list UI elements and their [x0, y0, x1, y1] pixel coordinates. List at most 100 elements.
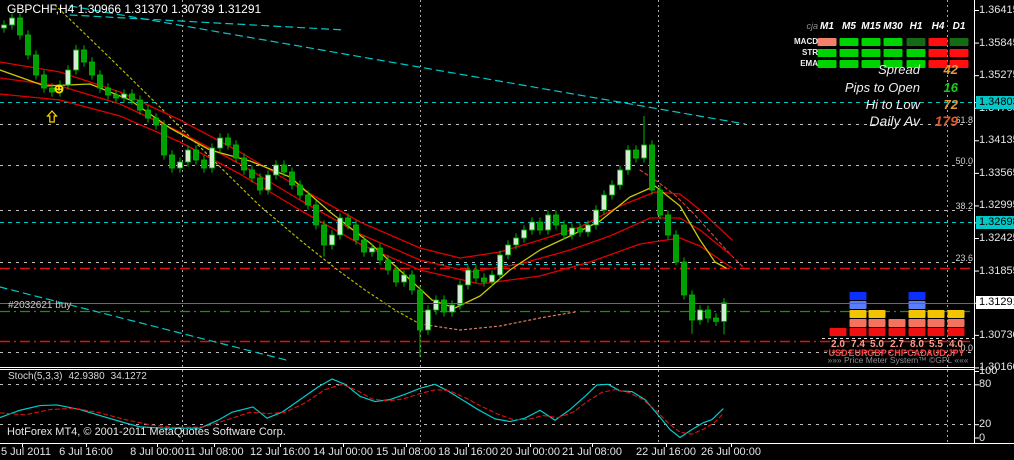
fib-level-label: 0.0 — [960, 342, 973, 353]
order-label: #2032621 buy — [8, 300, 72, 311]
signal-cell-ema-m1 — [817, 60, 837, 68]
red-ma-slow — [0, 93, 733, 285]
meter-bar-salmon — [849, 319, 867, 327]
stoch-axis-label: 0 — [979, 431, 986, 444]
meter-bar-salmon — [947, 319, 965, 327]
signal-cell-str-m1 — [817, 49, 837, 57]
timeframe-header-m1: M1 — [820, 21, 834, 32]
indicator-row-label-str: STR — [802, 48, 818, 57]
stoch-signal-line — [0, 383, 723, 435]
yellow-ema — [0, 69, 727, 309]
indicator-row-label-macd: MACD — [794, 37, 818, 46]
time-axis-label: 12 Jul 16:00 — [250, 446, 310, 458]
meter-bar-salmon — [868, 319, 886, 327]
meter-bar-lightblue — [908, 301, 926, 309]
time-axis-label: 6 Jul 16:00 — [59, 446, 113, 458]
info-value: 72 — [943, 97, 958, 112]
info-value: 42 — [943, 62, 958, 77]
stochastic-label: Stoch(5,3,3) 42.9380 34.1272 — [8, 371, 153, 382]
info-value: 179 — [934, 113, 958, 129]
signal-cell-macd-m5 — [839, 38, 859, 46]
copyright-text: HotForex MT4, © 2001-2011 MetaQuotes Sof… — [7, 426, 286, 438]
price-axis-label: 1.30160 — [979, 361, 1014, 374]
time-axis-label: 20 Jul 00:00 — [500, 446, 560, 458]
info-label: Spread — [878, 62, 920, 77]
stoch-axis-label: 100 — [979, 365, 998, 377]
price-axis-label: 1.30730 — [979, 328, 1014, 341]
price-axis-label: 1.35845 — [979, 36, 1014, 49]
signal-cell-macd-h4 — [928, 38, 948, 46]
fib-level-label: 50.0 — [955, 155, 973, 166]
signal-cell-macd-m30 — [883, 38, 903, 46]
meter-bar-yellow — [849, 310, 867, 318]
price-axis-label: 1.32995 — [979, 199, 1014, 212]
price-marker-box: 1.31291 — [976, 296, 1014, 310]
meter-bar-yellow — [908, 310, 926, 318]
signal-cell-macd-m1 — [817, 38, 837, 46]
signal-cell-ema-m5 — [839, 60, 859, 68]
timeframe-header-h1: H1 — [909, 21, 923, 32]
signal-cell-macd-h1 — [906, 38, 926, 46]
time-axis-label: 8 Jul 00:00 — [130, 446, 184, 458]
cyan-trendline — [69, 5, 746, 125]
meter-value-jpy: 4.0 — [949, 339, 963, 350]
info-row-hi-to-low: Hi to Low 72 — [866, 97, 958, 112]
meter-bar-red — [849, 328, 867, 336]
info-label: Hi to Low — [865, 97, 920, 112]
meter-bar-salmon — [908, 319, 926, 327]
meter-label-usd: USD — [828, 348, 848, 358]
meter-label-gbp: GBP — [867, 348, 887, 358]
meter-bar-red — [888, 328, 906, 336]
signal-cell-str-m30 — [883, 49, 903, 57]
meter-bar-salmon — [927, 319, 945, 327]
stoch-axis-label: 80 — [979, 378, 992, 391]
meter-value-chf: 2.7 — [890, 339, 904, 350]
info-row-pips-to-open: Pips to Open 16 — [845, 80, 958, 95]
smiley-eye — [59, 87, 62, 89]
time-axis-label: 5 Jul 2011 — [1, 446, 51, 458]
stoch-main-line — [0, 378, 724, 439]
price-axis-label: 1.34135 — [979, 134, 1014, 147]
timeframe-header-h4: H4 — [931, 21, 945, 32]
time-axis-label: 18 Jul 16:00 — [438, 446, 498, 458]
smiley-mouth — [56, 89, 62, 92]
price-axis-label: 1.32425 — [979, 232, 1014, 244]
meter-bar-yellow — [947, 310, 965, 318]
price-axis-label: 1.31855 — [979, 264, 1014, 277]
meter-bar-yellow — [868, 310, 886, 318]
time-axis-label: 15 Jul 08:00 — [376, 446, 436, 458]
meter-bar-lightblue — [849, 301, 867, 309]
indicator-watermark: cja — [806, 21, 818, 31]
signal-cell-str-m15 — [861, 49, 881, 57]
dotted-yellow-ma — [54, 4, 421, 325]
cyan-trendline — [0, 286, 287, 361]
price-axis-label: 1.33565 — [979, 166, 1014, 179]
smiley-eye — [56, 87, 59, 89]
fib-level-label: 38.2 — [955, 200, 973, 211]
meter-value-cad: 8.0 — [910, 339, 924, 350]
info-label: Pips to Open — [844, 80, 920, 95]
meter-label-jpy: JPY — [947, 348, 965, 358]
meter-value-gbp: 5.0 — [870, 339, 884, 350]
signal-cell-ema-h4 — [928, 60, 948, 68]
info-label: Daily Av — [869, 113, 920, 129]
fib-level-label: 61.8 — [955, 114, 973, 125]
stoch-axis-label: 20 — [979, 418, 992, 431]
ohlc-title: GBPCHF,H4 1.30966 1.31370 1.30739 1.3129… — [7, 2, 262, 16]
price-marker-box: 1.32698 — [976, 215, 1014, 229]
timeframe-header-m30: M30 — [883, 21, 903, 32]
info-value: 16 — [943, 80, 958, 95]
timeframe-header-d1: D1 — [952, 21, 966, 32]
meter-bar-yellow — [927, 310, 945, 318]
price-axis-label: 1.35275 — [979, 69, 1014, 82]
timeframe-header-m5: M5 — [842, 21, 856, 32]
cyan-trendline — [69, 14, 346, 31]
timeframe-header-m15: M15 — [861, 21, 881, 32]
meter-bar-blue — [849, 292, 867, 300]
meter-value-aud: 5.5 — [929, 339, 943, 350]
price-axis-label: 1.36415 — [979, 4, 1014, 16]
smiley-marker-icon — [54, 84, 64, 94]
signal-cell-macd-m15 — [861, 38, 881, 46]
